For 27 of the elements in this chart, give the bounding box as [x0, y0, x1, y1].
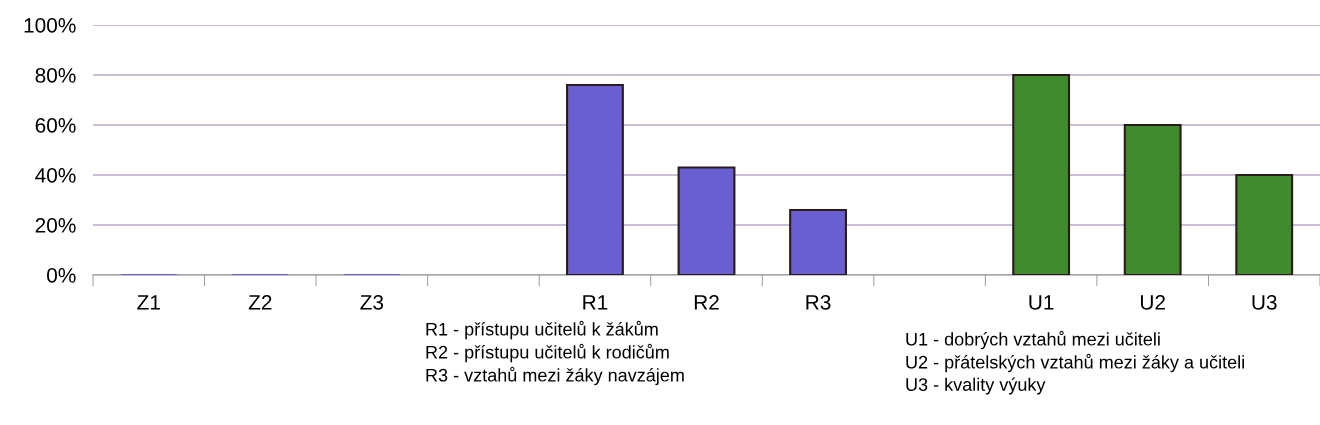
y-tick-label: 80%: [35, 68, 76, 83]
bar: [1012, 73, 1071, 275]
y-tick-label: 20%: [35, 218, 76, 233]
x-tick-label: R3: [806, 294, 831, 310]
bar: [1235, 173, 1294, 275]
x-tick-label: U3: [1252, 294, 1277, 310]
bar: [677, 166, 736, 275]
x-tick-label: R2: [694, 294, 719, 310]
text: U1 - dobrých vztahů mezi učiteli: [906, 330, 1160, 350]
x-tick-label: Z1: [137, 295, 160, 310]
text: R1 - přístupu učitelů k žákům: [426, 320, 658, 340]
y-tick-label: 0%: [47, 268, 76, 283]
bar: [1123, 123, 1182, 275]
y-tick-label: 40%: [35, 168, 76, 183]
y-tick-label: 100%: [24, 18, 76, 33]
x-tick-label: U2: [1140, 294, 1165, 310]
x-tick-label: Z2: [248, 294, 272, 310]
x-tick-label: Z3: [360, 294, 384, 310]
x-tick-label: R1: [583, 295, 608, 310]
text: R2 - přístupu učitelů k rodičům: [426, 343, 669, 363]
bar: [566, 83, 624, 275]
text: U3 - kvality výuky: [906, 377, 1046, 395]
x-tick-label: U1: [1029, 295, 1054, 310]
text: U2 - přátelských vztahů mezi žáky a učiteli: [906, 353, 1244, 373]
text: R3 - vztahů mezi žáky navzájem: [426, 366, 684, 386]
y-tick-label: 60%: [35, 118, 76, 133]
bar: [789, 208, 847, 275]
